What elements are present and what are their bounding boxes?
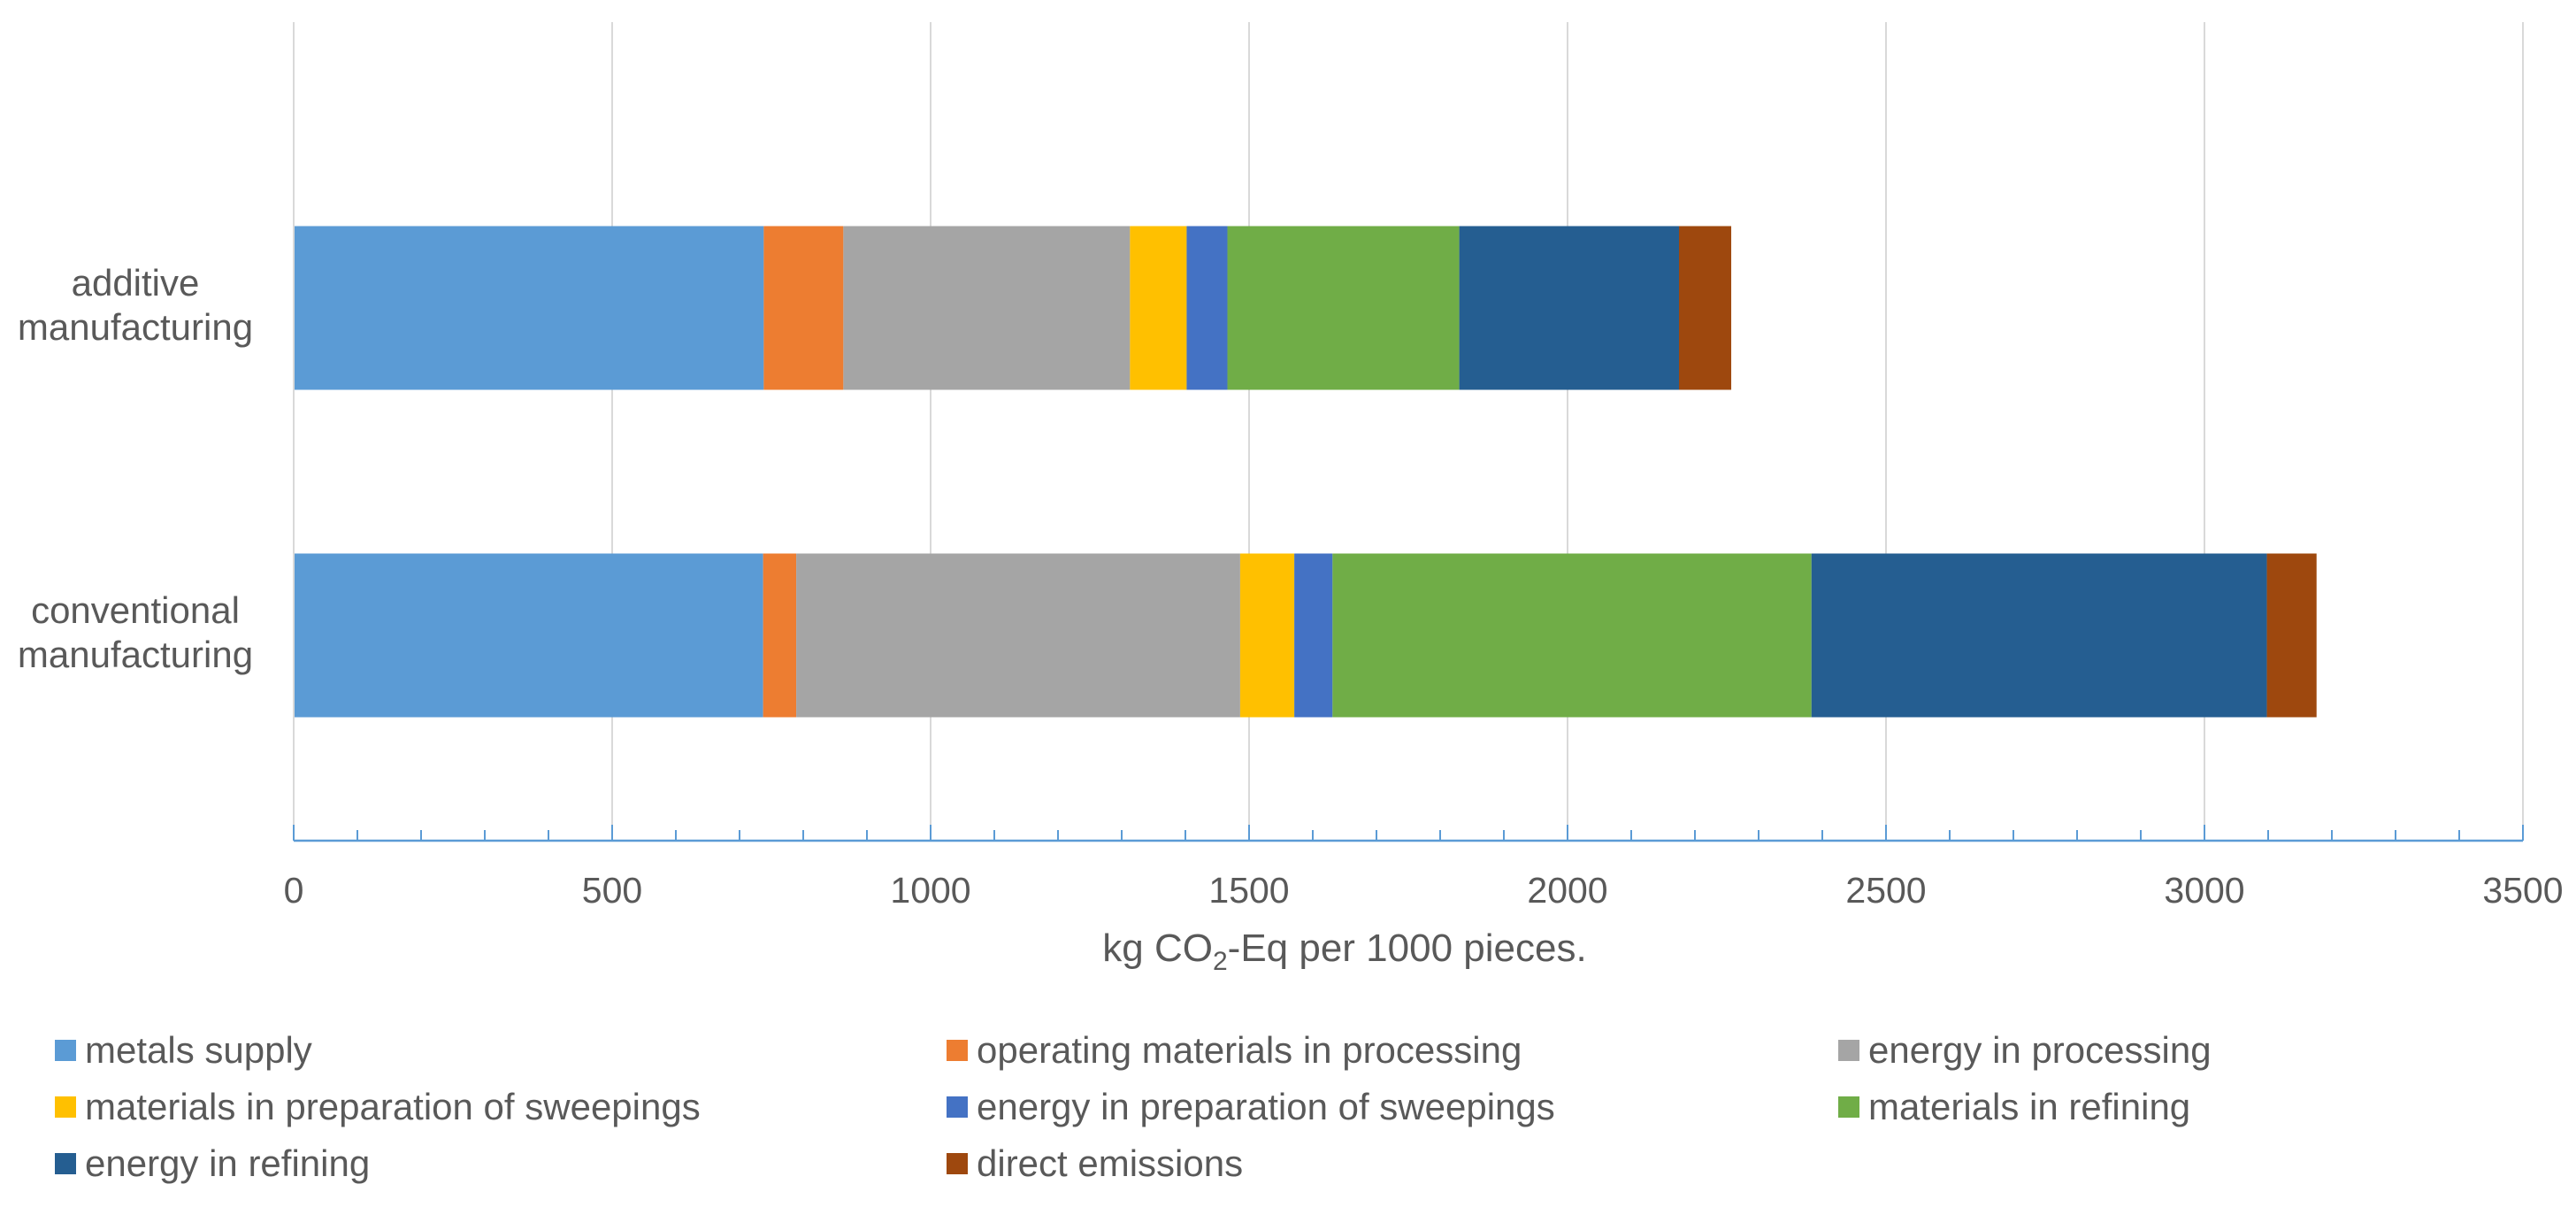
legend-item: materials in refining: [1838, 1086, 2190, 1128]
x-tick-label: 2500: [1845, 870, 1926, 911]
legend-label: energy in preparation of sweepings: [977, 1086, 1555, 1127]
bar-segment: [763, 553, 797, 718]
legend-item: materials in preparation of sweepings: [55, 1086, 701, 1128]
legend-label: materials in refining: [1868, 1086, 2191, 1127]
x-tick-label: 0: [284, 870, 304, 911]
legend-item: energy in processing: [1838, 1029, 2212, 1072]
legend-label: operating materials in processing: [977, 1029, 1522, 1071]
legend-swatch: [55, 1153, 76, 1174]
bar-segment: [1227, 226, 1460, 390]
bar-segment: [294, 226, 764, 390]
legend-label: direct emissions: [977, 1142, 1244, 1184]
bar-segment: [763, 226, 844, 390]
x-tick-label: 1500: [1208, 870, 1289, 911]
bar-segment: [1130, 226, 1187, 390]
bars: [294, 226, 2317, 718]
labels: 0 500 1000 1500 2000 2500 3000 3500 kg CO2-Eq pe…: [18, 262, 2564, 976]
x-tick-label: 3000: [2164, 870, 2244, 911]
x-tick-label: 2000: [1527, 870, 1607, 911]
category-label: additive manufacturing: [18, 262, 253, 348]
x-axis: [293, 22, 2524, 842]
legend-item: metals supply: [55, 1029, 312, 1072]
legend-label: materials in preparation of sweepings: [85, 1086, 701, 1127]
bar-segment: [1239, 553, 1295, 718]
bar-segment: [1811, 553, 2267, 718]
x-tick-label: 3500: [2482, 870, 2563, 911]
gridlines: [611, 22, 2524, 841]
bar-segment: [1332, 553, 1812, 718]
legend-swatch: [947, 1040, 968, 1061]
x-tick-label: 500: [582, 870, 642, 911]
legend-item: energy in preparation of sweepings: [947, 1086, 1555, 1128]
category-label: conventional manufacturing: [18, 589, 253, 675]
bar-segment: [843, 226, 1131, 390]
x-tick-label: 1000: [890, 870, 970, 911]
legend-swatch: [55, 1096, 76, 1118]
legend-label: energy in refining: [85, 1142, 371, 1184]
x-axis-title: kg CO2-Eq per 1000 pieces.: [1102, 927, 1586, 976]
legend-item: energy in refining: [55, 1142, 370, 1185]
legend-swatch: [55, 1040, 76, 1061]
legend-swatch: [1838, 1096, 1859, 1118]
legend-swatch: [1838, 1040, 1859, 1061]
legend-item: operating materials in processing: [947, 1029, 1522, 1072]
bar-segment: [1186, 226, 1228, 390]
legend-swatch: [947, 1153, 968, 1174]
legend-label: metals supply: [85, 1029, 312, 1071]
legend-swatch: [947, 1096, 968, 1118]
bar-segment: [1294, 553, 1333, 718]
bar-segment: [1679, 226, 1732, 390]
bar-segment: [1459, 226, 1679, 390]
legend-item: direct emissions: [947, 1142, 1243, 1185]
legend-label: energy in processing: [1868, 1029, 2212, 1071]
bar-segment: [294, 553, 763, 718]
bar-segment: [796, 553, 1240, 718]
bar-segment: [2266, 553, 2317, 718]
